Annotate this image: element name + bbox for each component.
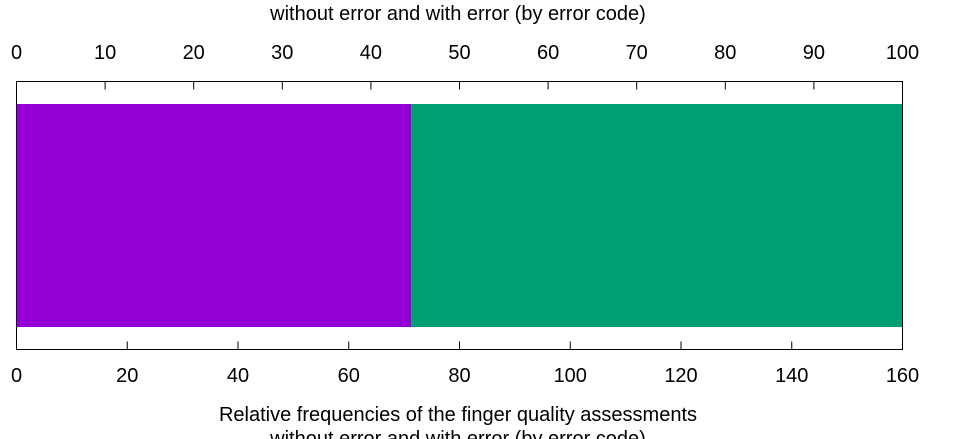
- bottom-tick-label: 140: [775, 365, 808, 387]
- top-tick-label: 40: [360, 42, 382, 64]
- top-tick-label: 20: [183, 42, 205, 64]
- bar-segments: [16, 104, 903, 327]
- bar-segment-1: [16, 104, 412, 327]
- bottom-tick-label: 100: [554, 365, 587, 387]
- top-tick-label: 50: [448, 42, 470, 64]
- bar-segment-2: [411, 104, 903, 327]
- top-tick-label: 30: [271, 42, 293, 64]
- top-axis-title: without error and with error (by error c…: [269, 3, 646, 25]
- bottom-tick-label: 120: [664, 365, 697, 387]
- x-axis-title-line-2: without error and with error (by error c…: [269, 428, 646, 439]
- top-tick-label: 90: [803, 42, 825, 64]
- bottom-tick-label: 20: [116, 365, 138, 387]
- top-tick-label: 60: [537, 42, 559, 64]
- top-tick-label: 70: [626, 42, 648, 64]
- bottom-tick-label: 80: [448, 365, 470, 387]
- bottom-tick-label: 160: [886, 365, 919, 387]
- top-axis: 0 10 20 30 40 50 60 70 80 90 100: [11, 42, 919, 90]
- bottom-tick-label: 60: [338, 365, 360, 387]
- bottom-tick-label: 0: [11, 365, 22, 387]
- top-tick-label: 10: [94, 42, 116, 64]
- top-tick-label: 80: [714, 42, 736, 64]
- top-tick-label: 0: [11, 42, 22, 64]
- bottom-axis: 0 20 40 60 80 100 120 140 160: [11, 341, 919, 387]
- top-tick-label: 100: [886, 42, 919, 64]
- x-axis-title-line-1: Relative frequencies of the finger quali…: [219, 404, 697, 426]
- bottom-tick-label: 40: [227, 365, 249, 387]
